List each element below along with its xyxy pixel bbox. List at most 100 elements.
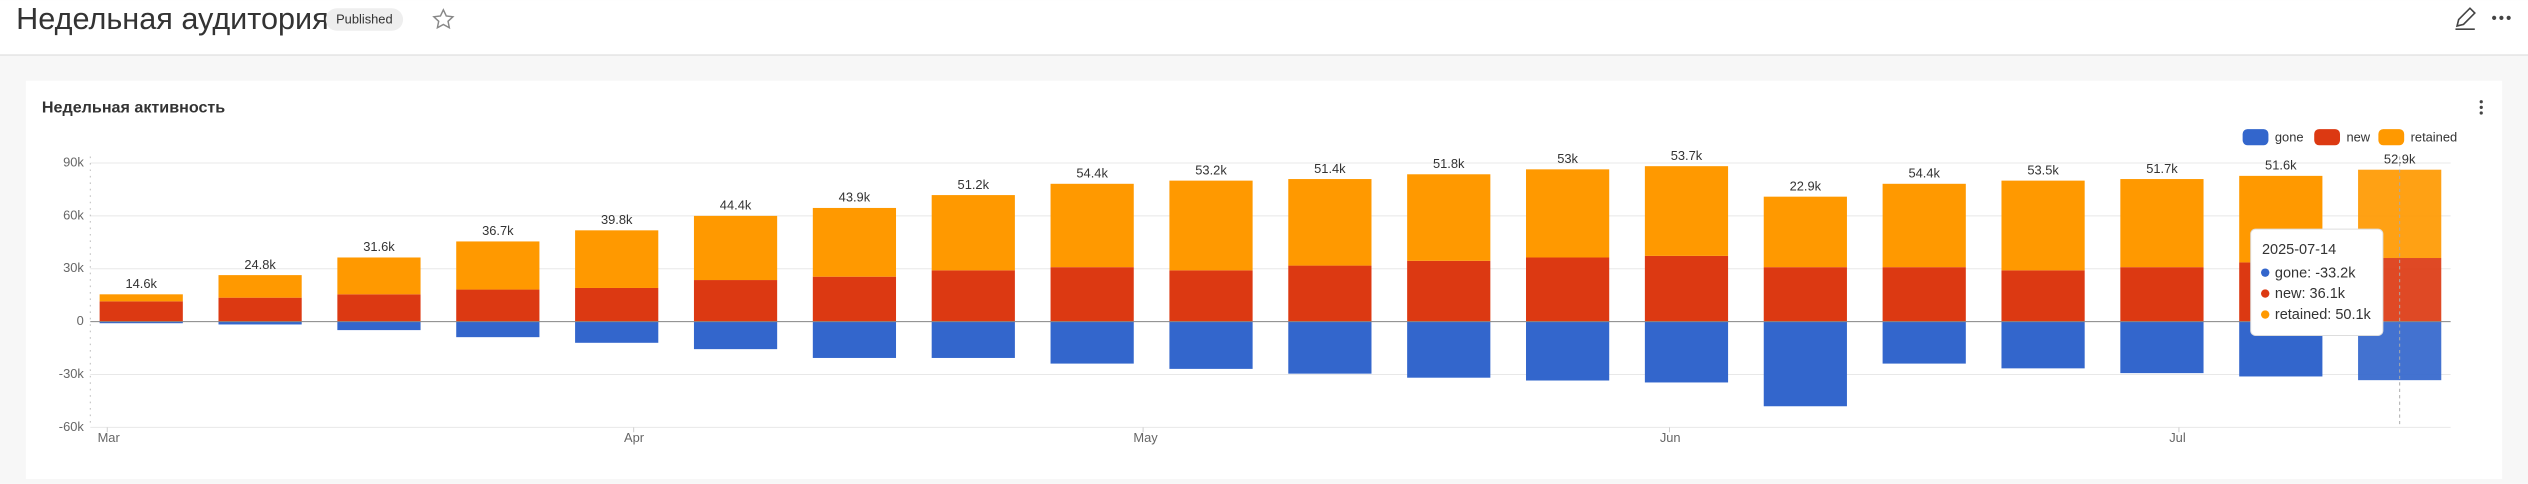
bar-segment — [1407, 174, 1491, 261]
total-label: 53k — [1557, 151, 1578, 166]
bar-segment — [99, 321, 183, 324]
bar-segment — [1407, 260, 1491, 322]
bar-segment — [693, 321, 778, 350]
bar-segment — [575, 230, 659, 288]
bar-segment — [1050, 321, 1134, 364]
more-menu[interactable] — [2492, 15, 2511, 20]
total-label: 51.8k — [1433, 156, 1465, 171]
x-tick-label: Mar — [98, 430, 121, 445]
card-menu[interactable] — [2479, 100, 2483, 115]
legend-swatch — [2378, 129, 2405, 146]
bar-segment — [575, 287, 659, 322]
bar-segment — [931, 321, 1015, 358]
bar-segment — [1644, 321, 1729, 383]
bar-segment — [812, 321, 897, 358]
dashboard-title: Недельная аудитория — [16, 2, 329, 36]
y-tick-label: -60k — [59, 419, 85, 434]
tooltip-title: 2025-07-14 — [2262, 242, 2336, 258]
bar-segment — [1644, 166, 1729, 256]
bar-segment — [218, 275, 302, 298]
total-label: 43.9k — [839, 190, 871, 205]
y-tick-label: 0 — [77, 313, 84, 328]
bar-segment — [931, 195, 1015, 271]
total-label: 39.8k — [601, 212, 633, 227]
favorite-star[interactable] — [432, 8, 455, 30]
badge-bg — [325, 8, 404, 31]
bar-segment — [1050, 183, 1134, 268]
bar-segment — [456, 321, 540, 338]
total-label: 51.6k — [2265, 158, 2297, 173]
total-label: 14.6k — [125, 276, 157, 291]
bar-segment — [99, 301, 183, 322]
bar-segment — [1882, 267, 1966, 322]
bar-segment — [337, 321, 421, 331]
total-label: 53.7k — [1671, 148, 1703, 163]
bar-segment — [1407, 321, 1491, 378]
bar-segment — [1882, 321, 1966, 364]
total-label: 51.2k — [958, 177, 990, 192]
bar-segment — [1882, 183, 1966, 268]
bar-segment — [2120, 267, 2204, 322]
bar-segment — [2120, 321, 2204, 374]
header-bar — [0, 0, 2528, 55]
tooltip-dot — [2261, 310, 2270, 319]
total-label: 54.4k — [1908, 166, 1940, 181]
bar-segment — [693, 280, 778, 322]
bar-segment — [1526, 321, 1610, 381]
edit-icon[interactable] — [2455, 7, 2476, 30]
bar-segment — [456, 241, 540, 290]
legend-label: retained — [2411, 129, 2458, 144]
bar-segment — [1169, 180, 1253, 271]
x-tick-label: Apr — [624, 430, 645, 445]
total-label: 54.4k — [1076, 166, 1108, 181]
tooltip-dot — [2261, 289, 2270, 298]
bar-segment — [1169, 270, 1253, 322]
bar-segment — [1526, 257, 1610, 322]
y-tick-label: 30k — [63, 260, 84, 275]
bar-segment — [99, 294, 183, 302]
bar-segment — [2001, 270, 2085, 322]
badge: Published — [336, 12, 393, 27]
total-label: 31.6k — [363, 239, 395, 254]
x-tick-label: Jul — [2169, 430, 2185, 445]
total-label: 51.4k — [1314, 161, 1346, 176]
y-tick-label: 90k — [63, 154, 84, 169]
bar-segment — [1050, 267, 1134, 322]
x-tick-label: May — [1133, 430, 1158, 445]
bar-segment — [1763, 267, 1847, 322]
tooltip-line: new: 36.1k — [2275, 286, 2346, 302]
tooltip-line: retained: 50.1k — [2275, 307, 2372, 323]
bar-segment — [218, 297, 302, 322]
bar-segment — [693, 215, 778, 281]
bar-segment — [1288, 265, 1372, 322]
bar-segment — [575, 321, 659, 343]
total-label: 44.4k — [720, 198, 752, 213]
tooltip-line: gone: -33.2k — [2275, 265, 2356, 281]
bar-segment — [812, 207, 897, 277]
total-label: 24.8k — [244, 257, 276, 272]
bar-segment — [1644, 255, 1729, 322]
tooltip — [2250, 228, 2384, 336]
bar-segment — [218, 321, 302, 325]
legend-label: new — [2346, 129, 2370, 144]
bar-segment — [456, 289, 540, 322]
bar-segment — [1526, 169, 1610, 258]
bar-segment — [1763, 321, 1847, 407]
bar-segment — [1288, 179, 1372, 266]
bar-segment — [812, 276, 897, 322]
total-label: 53.2k — [1195, 162, 1227, 177]
y-tick-label: -30k — [59, 366, 85, 381]
x-tick-label: Jun — [1660, 430, 1681, 445]
chart-title: Недельная активность — [42, 98, 225, 116]
total-label: 22.9k — [1790, 178, 1822, 193]
legend-label: gone — [2275, 129, 2304, 144]
bar-segment — [337, 294, 421, 322]
y-tick-label: 60k — [63, 207, 84, 222]
tooltip-dot — [2261, 268, 2270, 277]
bar-segment — [931, 270, 1015, 322]
total-label: 51.7k — [2146, 161, 2178, 176]
legend-swatch — [2314, 129, 2341, 146]
total-label: 53.5k — [2027, 162, 2059, 177]
